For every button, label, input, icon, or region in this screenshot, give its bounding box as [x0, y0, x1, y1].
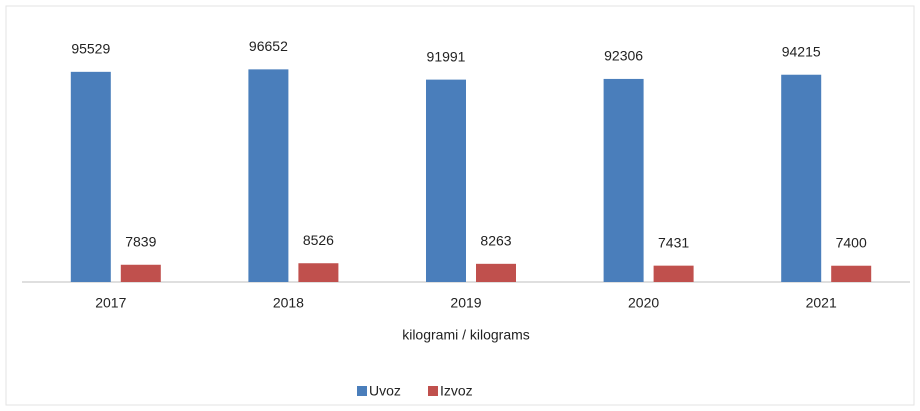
value-label: 94215: [782, 43, 821, 59]
x-tick-label: 2020: [628, 295, 659, 311]
value-label: 91991: [427, 48, 466, 64]
legend-label: Uvoz: [369, 383, 401, 399]
value-label: 96652: [249, 38, 288, 54]
bar: [248, 69, 289, 282]
value-label: 8526: [303, 232, 334, 248]
x-tick-label: 2017: [95, 295, 126, 311]
x-axis-label: kilogrami / kilograms: [402, 327, 530, 343]
bar: [426, 79, 466, 282]
legend-swatch: [357, 386, 367, 396]
value-label: 7431: [658, 234, 689, 250]
bar: [476, 263, 516, 282]
value-label: 92306: [604, 48, 643, 64]
x-tick-label: 2018: [273, 295, 304, 311]
bar: [70, 71, 111, 282]
legend-swatch: [428, 386, 438, 396]
bar: [298, 263, 339, 282]
bar: [831, 265, 872, 282]
bar: [603, 78, 644, 282]
value-label: 7839: [125, 233, 156, 249]
value-label: 95529: [71, 41, 110, 57]
value-label: 8263: [480, 233, 511, 249]
bar: [120, 264, 161, 282]
legend-label: Izvoz: [440, 383, 473, 399]
x-tick-label: 2019: [450, 295, 481, 311]
x-tick-label: 2021: [806, 295, 837, 311]
bar: [781, 74, 822, 283]
bar: [653, 265, 694, 282]
value-label: 7400: [836, 234, 867, 250]
